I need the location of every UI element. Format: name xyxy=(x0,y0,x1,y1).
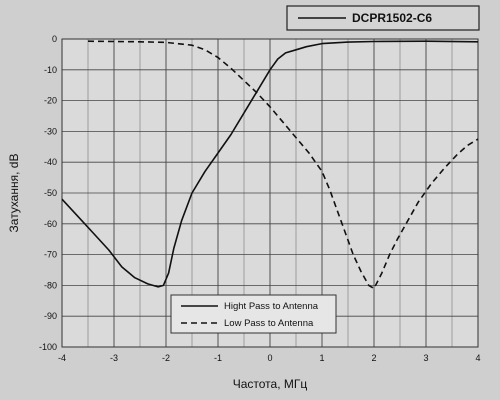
series-line-high-pass xyxy=(61,40,479,288)
y-tick-label: -30 xyxy=(44,126,57,136)
y-tick-label: -20 xyxy=(44,96,57,106)
legend: Hight Pass to Antenna Low Pass to Antenn… xyxy=(170,294,337,334)
top-legend: DCPR1502-C6 xyxy=(286,5,480,31)
plot-frame xyxy=(61,38,479,348)
y-tick-label: -100 xyxy=(39,342,57,352)
series-line-low-pass xyxy=(87,40,479,290)
y-tick-label: -60 xyxy=(44,219,57,229)
y-tick-label: -10 xyxy=(44,65,57,75)
x-tick-label: 4 xyxy=(475,353,480,363)
series-layer xyxy=(61,40,479,290)
y-tick-label: -70 xyxy=(44,250,57,260)
y-tick-label: -50 xyxy=(44,188,57,198)
x-tick-label: -3 xyxy=(110,353,118,363)
y-tick-label: 0 xyxy=(52,34,57,44)
tick-labels: -4 -3 -2 -1 0 1 2 3 40-10-20-30-40-50-60-70-80-9… xyxy=(39,34,481,363)
legend-box xyxy=(170,294,337,334)
y-tick-label: -90 xyxy=(44,311,57,321)
x-tick-label: 2 xyxy=(371,353,376,363)
y-tick-label: -40 xyxy=(44,157,57,167)
legend-label-low-pass: Low Pass to Antenna xyxy=(224,318,314,329)
x-axis-title: Частота, МГц xyxy=(233,377,308,391)
x-tick-label: -1 xyxy=(214,353,222,363)
x-tick-label: 3 xyxy=(423,353,428,363)
y-tick-label: -80 xyxy=(44,280,57,290)
legend-label-high-pass: Hight Pass to Antenna xyxy=(224,301,319,312)
x-tick-label: 0 xyxy=(267,353,272,363)
x-tick-label: 1 xyxy=(319,353,324,363)
y-axis-title: Затухання, dB xyxy=(7,154,21,233)
x-tick-label: -4 xyxy=(58,353,66,363)
top-legend-label: DCPR1502-C6 xyxy=(352,11,432,25)
x-tick-label: -2 xyxy=(162,353,170,363)
